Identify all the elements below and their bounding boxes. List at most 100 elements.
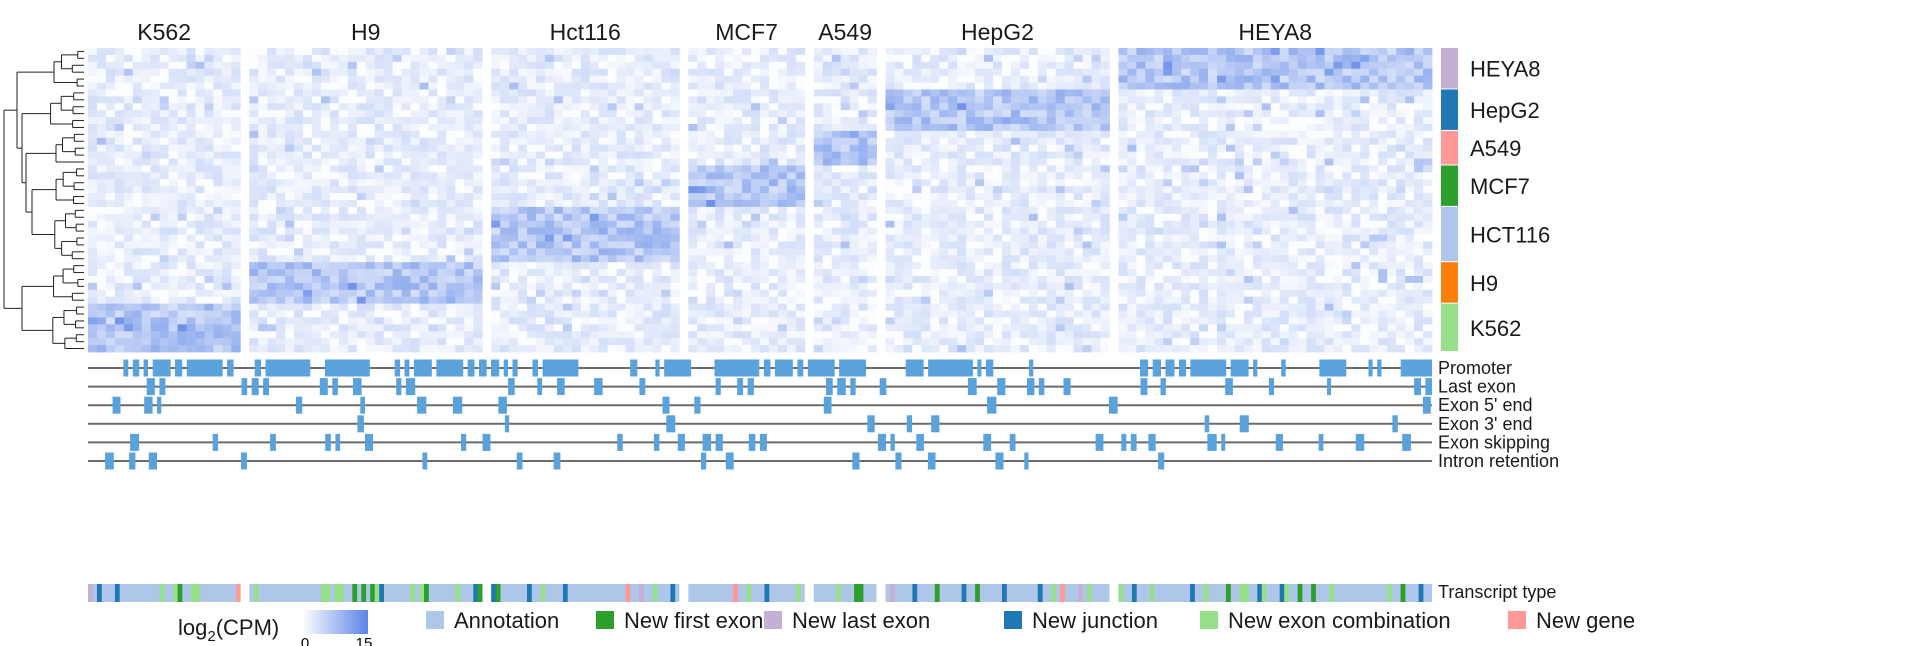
heatmap-cell <box>831 206 842 215</box>
heatmap-cell <box>571 124 582 132</box>
heatmap-cell <box>294 220 304 229</box>
heatmap-cell <box>975 48 985 56</box>
heatmap-cell <box>1324 117 1334 125</box>
heatmap-cell <box>742 75 752 83</box>
heatmap-cell <box>1118 89 1128 97</box>
heatmap-cell <box>849 200 859 208</box>
heatmap-cell <box>168 172 178 180</box>
heatmap-cell <box>553 213 564 222</box>
heatmap-cell <box>1028 227 1039 235</box>
heatmap-cell <box>177 151 187 159</box>
heatmap-cell <box>948 117 958 125</box>
heatmap-cell <box>500 117 510 125</box>
heatmap-cell <box>670 262 680 270</box>
heatmap-cell <box>697 61 707 70</box>
heatmap-cell <box>1288 227 1299 235</box>
heatmap-cell <box>1234 179 1245 187</box>
heatmap-cell <box>464 103 474 111</box>
heatmap-cell <box>365 151 376 159</box>
heatmap-cell <box>509 89 519 97</box>
heatmap-cell <box>1037 54 1048 63</box>
heatmap-cell <box>294 54 304 63</box>
heatmap-cell <box>553 117 564 125</box>
heatmap-cell <box>840 269 851 277</box>
heatmap-cell <box>1387 165 1397 173</box>
heatmap-cell <box>329 213 340 222</box>
heatmap-cell <box>491 61 501 70</box>
heatmap-cell <box>1136 89 1146 97</box>
heatmap-cell <box>329 110 340 118</box>
heatmap-cell <box>1055 276 1066 284</box>
heatmap-cell <box>1342 137 1352 146</box>
heatmap-cell <box>509 144 519 153</box>
heatmap-cell <box>688 206 698 215</box>
heatmap-cell <box>356 241 367 249</box>
heatmap-cell <box>625 144 635 153</box>
heatmap-cell <box>1163 144 1173 153</box>
heatmap-cell <box>768 130 779 139</box>
heatmap-cell <box>365 124 376 132</box>
heatmap-cell <box>1306 172 1316 180</box>
heatmap-cell <box>1172 137 1182 146</box>
heatmap-cell <box>1261 165 1272 173</box>
heatmap-cell <box>1199 82 1209 90</box>
heatmap-cell <box>984 213 994 222</box>
heatmap-cell <box>1208 89 1218 97</box>
heatmap-cell <box>1019 172 1030 180</box>
heatmap-cell <box>285 213 295 222</box>
heatmap-cell <box>473 124 483 132</box>
heatmap-cell <box>607 241 618 249</box>
heatmap-cell <box>1037 255 1048 263</box>
heatmap-cell <box>589 248 600 256</box>
heatmap-cell <box>428 206 438 215</box>
heatmap-cell <box>410 179 420 187</box>
heatmap-cell <box>1064 117 1075 125</box>
heatmap-cell <box>831 151 842 159</box>
heatmap-cell <box>303 269 313 277</box>
heatmap-cell <box>1019 117 1030 125</box>
heatmap-cell <box>1315 227 1325 235</box>
heatmap-cell <box>562 144 573 153</box>
heatmap-cell <box>1136 186 1146 194</box>
heatmap-cell <box>222 130 232 139</box>
heatmap-cell <box>760 227 770 235</box>
heatmap-cell <box>840 200 851 208</box>
heatmap-cell <box>329 220 340 229</box>
heatmap-cell <box>204 103 214 111</box>
heatmap-cell <box>1387 213 1397 222</box>
heatmap-cell <box>347 82 358 90</box>
heatmap-cell <box>643 269 653 277</box>
heatmap-cell <box>500 220 510 229</box>
heatmap-cell <box>760 110 770 118</box>
heatmap-cell <box>536 89 546 97</box>
heatmap-cell <box>786 110 797 118</box>
heatmap-cell <box>1423 234 1433 242</box>
heatmap-cell <box>464 144 474 153</box>
heatmap-cell <box>571 144 582 153</box>
heatmap-cell <box>867 151 877 159</box>
heatmap-cell <box>231 68 241 77</box>
heatmap-cell <box>598 110 609 118</box>
heatmap-cell <box>88 61 98 70</box>
heatmap-cell <box>204 206 214 215</box>
heatmap-cell <box>580 151 591 159</box>
heatmap-cell <box>1360 151 1370 159</box>
heatmap-cell <box>1091 172 1101 180</box>
heatmap-cell <box>571 82 582 90</box>
heatmap-cell <box>509 158 519 166</box>
heatmap-cell <box>96 151 107 159</box>
heatmap-cell <box>822 117 833 125</box>
heatmap-cell <box>849 248 859 256</box>
heatmap-cell <box>607 248 618 256</box>
heatmap-cell <box>1342 165 1352 173</box>
heatmap-cell <box>831 193 842 201</box>
heatmap-cell <box>473 75 483 83</box>
heatmap-cell <box>383 172 394 180</box>
heatmap-cell <box>356 144 367 153</box>
heatmap-cell <box>159 248 170 256</box>
heatmap-cell <box>320 200 331 208</box>
heatmap-cell <box>132 179 143 187</box>
heatmap-cell <box>231 61 241 70</box>
heatmap-cell <box>186 137 196 146</box>
heatmap-cell <box>1378 200 1388 208</box>
